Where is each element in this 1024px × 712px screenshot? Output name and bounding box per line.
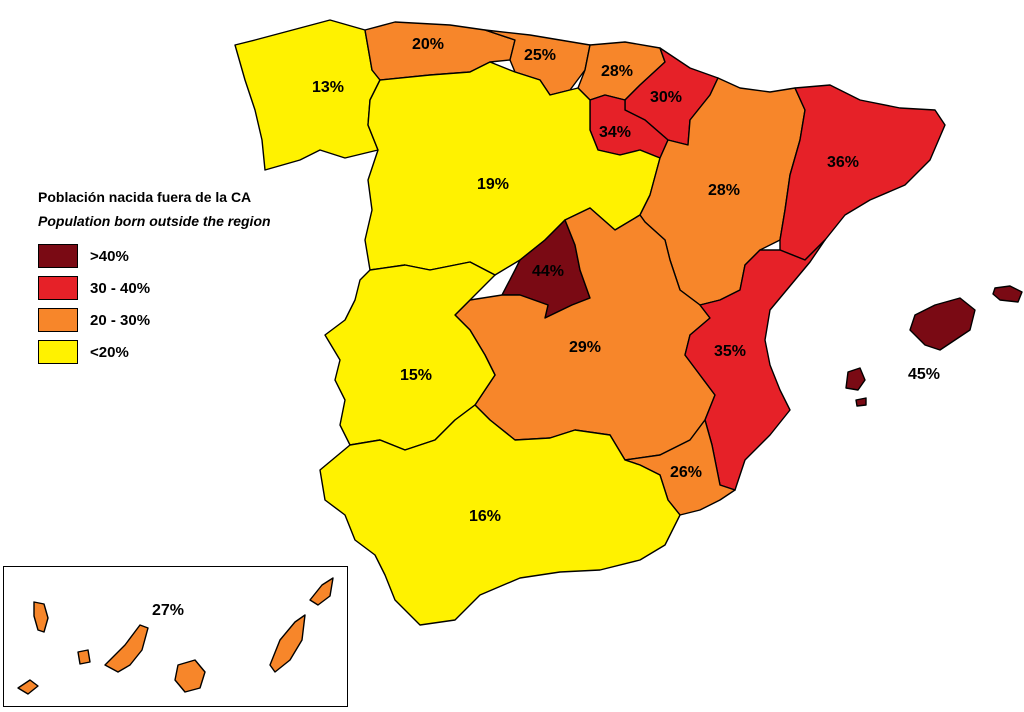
- label-madrid: 44%: [532, 263, 564, 280]
- label-castilla-la-mancha: 29%: [569, 339, 601, 356]
- region-baleares-mallorca: [909, 297, 976, 351]
- legend-item: 30 - 40%: [38, 276, 271, 300]
- legend: Población nacida fuera de la CA Populati…: [38, 188, 271, 372]
- label-valencia: 35%: [714, 343, 746, 360]
- label-extremadura: 15%: [400, 367, 432, 384]
- region-canarias-fuerteventura: [269, 614, 306, 673]
- region-baleares-formentera: [855, 397, 867, 407]
- label-baleares: 45%: [908, 366, 940, 383]
- legend-swatch: [38, 244, 78, 268]
- region-andalucia: [319, 404, 681, 626]
- label-navarra: 30%: [650, 89, 682, 106]
- region-cataluna: [779, 84, 946, 261]
- region-baleares-ibiza: [845, 367, 866, 391]
- legend-item: 20 - 30%: [38, 308, 271, 332]
- legend-swatch: [38, 308, 78, 332]
- legend-label: 20 - 30%: [90, 311, 151, 329]
- legend-label: 30 - 40%: [90, 279, 151, 297]
- label-aragon: 28%: [708, 182, 740, 199]
- legend-subtitle: Population born outside the region: [38, 213, 271, 229]
- label-galicia: 13%: [312, 79, 344, 96]
- legend-title: Población nacida fuera de la CA: [38, 189, 252, 205]
- label-asturias: 20%: [412, 36, 444, 53]
- region-asturias: [364, 21, 516, 81]
- region-galicia: [234, 19, 381, 171]
- label-cataluna: 36%: [827, 154, 859, 171]
- label-murcia: 26%: [670, 464, 702, 481]
- label-pais-vasco: 28%: [601, 63, 633, 80]
- label-la-rioja: 34%: [599, 124, 631, 141]
- label-cantabria: 25%: [524, 47, 556, 64]
- legend-swatch: [38, 340, 78, 364]
- canary-islands-inset-frame: [3, 566, 348, 707]
- legend-swatch: [38, 276, 78, 300]
- label-castilla-leon: 19%: [477, 176, 509, 193]
- region-canarias-hierro: [17, 679, 39, 695]
- region-canarias-la-palma: [33, 601, 49, 633]
- region-baleares-menorca: [992, 285, 1023, 303]
- legend-label: <20%: [90, 343, 129, 361]
- legend-item: <20%: [38, 340, 271, 364]
- label-canarias: 27%: [152, 602, 184, 619]
- legend-label: >40%: [90, 247, 129, 265]
- label-andalucia: 16%: [469, 508, 501, 525]
- legend-item: >40%: [38, 244, 271, 268]
- region-canarias-tenerife: [104, 624, 149, 673]
- region-canarias-lanzarote: [309, 577, 334, 606]
- region-canarias-gomera: [77, 649, 91, 665]
- region-canarias-gran-canaria: [174, 659, 206, 693]
